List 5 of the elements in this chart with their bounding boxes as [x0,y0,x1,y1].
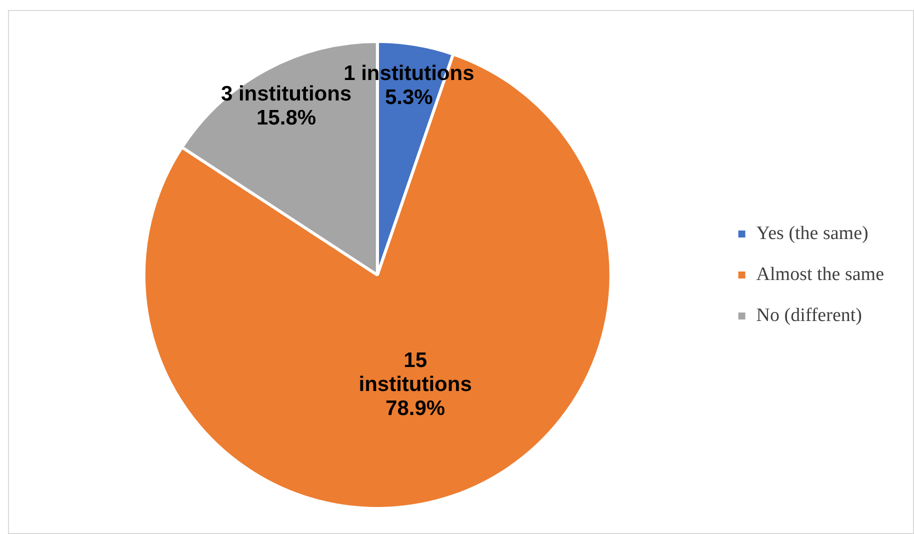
data-label: 3 institutions 15.8% [220,82,352,130]
legend-label: Yes (the same) [756,222,868,244]
legend-label: Almost the same [756,264,884,285]
legend-label: No (different) [756,304,862,326]
data-label: 15 institutions 78.9% [358,349,472,420]
